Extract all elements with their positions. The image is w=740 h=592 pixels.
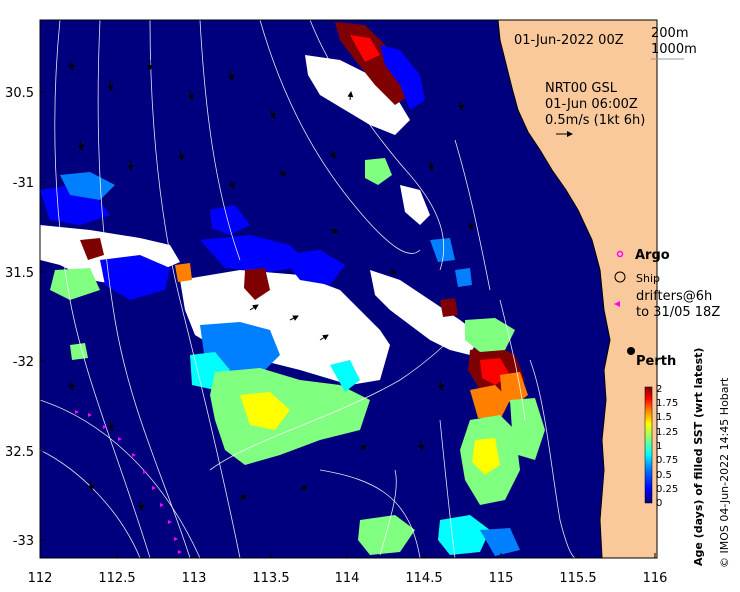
colorbar-tick: 0.75 bbox=[656, 455, 678, 466]
colorbar-tick: 1.25 bbox=[656, 427, 678, 438]
depth-label-1000: 1000m bbox=[651, 42, 697, 57]
lat-axis: 30.5 -31 31.5 -32 32.5 -33 bbox=[5, 86, 34, 549]
ship-icon bbox=[614, 271, 626, 283]
lon-tick: 113 bbox=[182, 571, 207, 586]
lat-tick: -33 bbox=[13, 534, 34, 549]
land bbox=[498, 20, 657, 558]
coastline bbox=[497, 20, 611, 558]
drifters-label: drifters@6h bbox=[636, 289, 712, 304]
lat-tick: 30.5 bbox=[5, 86, 34, 101]
lon-tick: 113.5 bbox=[252, 571, 289, 586]
map-legend: Argo Ship drifters@6h to 31/05 18Z bbox=[614, 248, 720, 320]
lon-tick: 112.5 bbox=[98, 571, 135, 586]
argo-icon bbox=[616, 250, 624, 258]
map-area bbox=[40, 20, 657, 558]
colorbar-ticks: 2 1.75 1.5 1.25 1 0.75 0.5 0.25 0 bbox=[656, 384, 678, 509]
colorbar-tick: 0.25 bbox=[656, 484, 678, 495]
perth-marker-icon bbox=[627, 347, 635, 355]
map-frame bbox=[39, 19, 658, 559]
depth-contours bbox=[40, 20, 576, 558]
colorbar-tick: 1.75 bbox=[656, 398, 678, 409]
tick-marks bbox=[39, 91, 656, 558]
colorbar-tick: 1.5 bbox=[656, 412, 672, 423]
lon-tick: 114 bbox=[335, 571, 360, 586]
colorbar-label: Age (days) of filled SST (wrt latest) bbox=[692, 348, 705, 566]
current-vectors bbox=[68, 59, 474, 511]
colorbar-tick: 0.5 bbox=[656, 470, 672, 481]
lon-tick: 114.5 bbox=[405, 571, 442, 586]
date-label: 01-Jun-2022 00Z bbox=[514, 33, 624, 48]
lat-tick: 31.5 bbox=[5, 266, 34, 281]
lon-axis: 112 112.5 113 113.5 114 114.5 115 115.5 … bbox=[28, 571, 668, 586]
place-label: Perth bbox=[636, 354, 676, 369]
colorbar-tick: 2 bbox=[656, 384, 662, 395]
colorbar bbox=[644, 386, 653, 504]
lat-tick: -32 bbox=[13, 355, 34, 370]
lon-tick: 112 bbox=[28, 571, 53, 586]
credit-label: © IMOS 04-Jun-2022 14:45 Hobart bbox=[718, 377, 731, 568]
drifter-track bbox=[75, 410, 182, 554]
argo-label: Argo bbox=[635, 248, 670, 263]
lat-tick: -31 bbox=[13, 176, 34, 191]
colorbar-tick: 1 bbox=[656, 441, 662, 452]
ship-label: Ship bbox=[636, 272, 660, 285]
current-time: 01-Jun 06:00Z bbox=[545, 97, 638, 112]
drifters-to-label: to 31/05 18Z bbox=[636, 305, 720, 320]
colorbar-tick: 0 bbox=[656, 498, 662, 509]
lon-tick: 115.5 bbox=[559, 571, 596, 586]
lon-tick: 115 bbox=[489, 571, 514, 586]
current-scale: 0.5m/s (1kt 6h) bbox=[545, 113, 645, 128]
drifter-icon bbox=[614, 301, 620, 307]
lon-tick: 116 bbox=[643, 571, 668, 586]
lat-tick: 32.5 bbox=[5, 445, 34, 460]
current-title: NRT00 GSL bbox=[545, 81, 618, 96]
depth-label-200: 200m bbox=[651, 26, 688, 41]
